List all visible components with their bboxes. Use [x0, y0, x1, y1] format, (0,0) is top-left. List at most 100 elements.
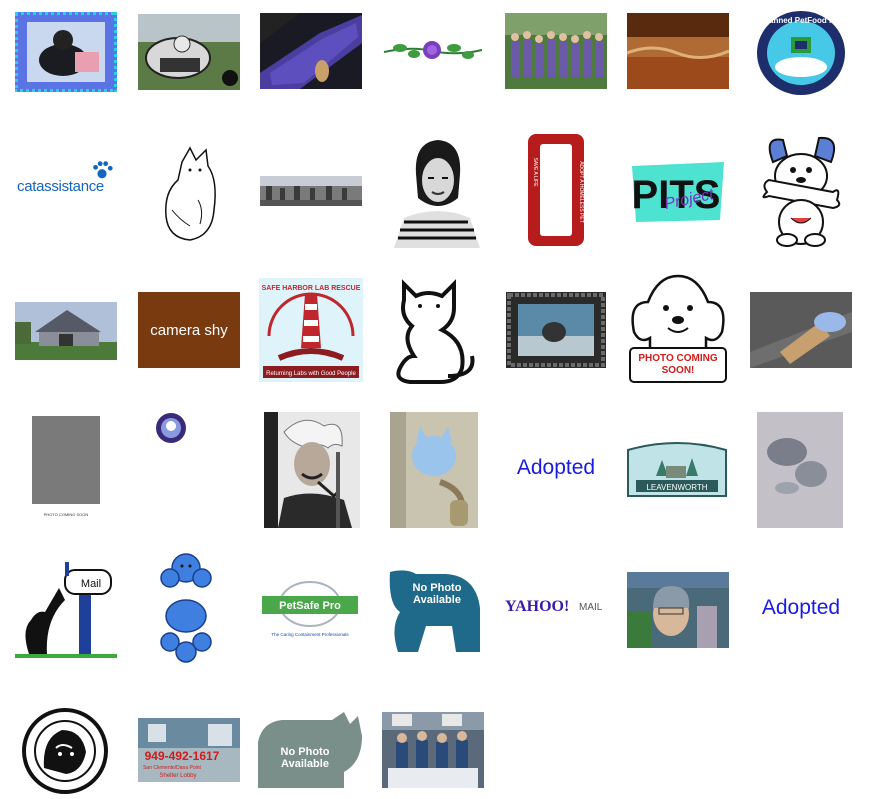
gallery-thumb-24[interactable] — [264, 412, 360, 528]
kart-photo-icon — [138, 14, 240, 90]
gallery-thumb-33[interactable]: YAHOO! MAIL — [505, 598, 607, 618]
petfood-logo-icon: Planned PetFood Inc — [757, 11, 845, 95]
kitten-photo-icon — [390, 412, 478, 528]
event-photo-icon — [382, 712, 484, 788]
gallery-thumb-36[interactable] — [22, 708, 108, 794]
animal-seal-icon — [22, 708, 108, 794]
mail-label: Mail — [81, 578, 101, 590]
gallery-thumb-38[interactable]: No Photo Available — [258, 712, 362, 788]
gallery-thumb-9[interactable] — [160, 140, 230, 244]
catassistance-label: catassistance — [17, 178, 104, 195]
lobby-line2: Shelter Lobby — [159, 773, 196, 779]
group-photo-icon — [505, 13, 607, 89]
license-frame-icon: ADOPT A HOMELESS PET SAVE A LIFE — [528, 134, 584, 246]
pits-logo-icon: PITS Project — [632, 162, 724, 222]
adopted-label-1: Adopted — [516, 456, 596, 479]
gallery-thumb-37[interactable]: 949-492-1617 San Clemente/Dana Point She… — [138, 718, 240, 782]
gallery-thumb-27[interactable]: LEAVENWORTH — [626, 440, 728, 500]
gallery-thumb-12[interactable]: ADOPT A HOMELESS PET SAVE A LIFE — [526, 132, 586, 248]
lobby-line1: San Clemente/Dana Point — [143, 765, 201, 771]
gray-placeholder-icon — [32, 416, 100, 504]
round-badge-icon — [156, 413, 186, 443]
cat-carpet-icon — [260, 13, 362, 89]
no-photo-cat-label: No Photo Available — [280, 746, 330, 770]
leavenworth-label: LEAVENWORTH — [646, 483, 707, 492]
gallery-thumb-6[interactable] — [627, 13, 729, 89]
gallery-thumb-25[interactable] — [390, 412, 478, 528]
cat-photo-icon — [15, 12, 117, 92]
gallery-thumb-18[interactable] — [392, 276, 480, 386]
license-frame-right-text: ADOPT A HOMELESS PET — [578, 161, 584, 223]
gallery-thumb-28[interactable] — [757, 412, 843, 528]
yahoo-mail-label: MAIL — [579, 602, 603, 613]
catassistance-logo-icon: catassistance — [15, 160, 117, 200]
tags-photo-icon — [757, 412, 843, 528]
gallery-thumb-8[interactable]: catassistance — [15, 160, 117, 200]
safe-harbor-title: SAFE HARBOR LAB RESCUE — [262, 285, 361, 292]
shelter-lobby-icon: 949-492-1617 San Clemente/Dana Point She… — [138, 718, 240, 782]
gallery-thumb-22[interactable]: PHOTO COMING SOON — [30, 412, 102, 522]
gallery-thumb-3[interactable] — [260, 13, 362, 89]
gallery-thumb-21[interactable] — [750, 292, 852, 368]
cartoon-dog-icon — [762, 136, 841, 247]
gallery-thumb-5[interactable] — [505, 13, 607, 89]
gallery-thumb-29[interactable]: Mail — [15, 560, 117, 658]
yahoo-label: YAHOO! — [505, 598, 570, 615]
poodle-icon — [160, 553, 212, 663]
petsafe-tagline: The Caring Containment Professionals — [271, 632, 349, 637]
portrait-icon — [390, 134, 482, 248]
gallery-thumb-11[interactable] — [390, 134, 482, 248]
mailbox-cat-icon: Mail — [15, 562, 117, 658]
gallery-thumb-30[interactable] — [160, 552, 214, 664]
camera-shy-label: camera shy — [150, 321, 228, 339]
safe-harbor-tagline: Returning Labs with Good People — [266, 371, 356, 377]
phone-label: 949-492-1617 — [145, 749, 220, 763]
petsafe-logo-icon: PetSafe Pro The Caring Containment Profe… — [262, 581, 358, 637]
gallery-thumb-7[interactable]: Planned PetFood Inc — [755, 9, 847, 97]
street-photo-icon — [260, 176, 362, 206]
building-photo-icon — [15, 302, 117, 360]
gallery-thumb-34[interactable] — [627, 572, 729, 648]
gallery-thumb-20[interactable]: PHOTO COMING SOON! — [628, 272, 728, 386]
gallery-thumb-19[interactable] — [506, 292, 606, 368]
gallery-thumb-4[interactable] — [382, 36, 484, 66]
photo-coming-soon-small-label: PHOTO COMING SOON — [43, 512, 89, 517]
field-icon — [627, 13, 729, 89]
gallery-thumb-26[interactable]: Adopted — [505, 450, 607, 486]
gallery-thumb-2[interactable] — [138, 14, 240, 90]
gallery-thumb-13[interactable]: PITS Project — [628, 160, 728, 224]
gallery-thumb-16[interactable]: camera shy — [138, 292, 240, 368]
person-photo-icon — [627, 572, 729, 648]
rose-icon — [383, 41, 483, 59]
no-photo-cat-icon: No Photo Available — [258, 712, 362, 788]
license-frame-left-text: SAVE A LIFE — [532, 157, 538, 187]
safe-harbor-logo-icon: Returning Labs with Good People SAFE HAR… — [259, 278, 363, 382]
gallery-thumb-17[interactable]: Returning Labs with Good People SAFE HAR… — [259, 278, 363, 382]
leavenworth-logo-icon: LEAVENWORTH — [627, 442, 727, 497]
pits-title: PITS — [632, 173, 721, 217]
hand-photo-icon — [750, 292, 852, 368]
gallery-thumb-23[interactable] — [155, 412, 187, 444]
framed-photo-icon — [506, 292, 606, 368]
gallery-thumb-31[interactable]: PetSafe Pro The Caring Containment Profe… — [258, 580, 362, 642]
cat-outline-icon — [396, 279, 475, 384]
photo-coming-soon-label: PHOTO COMING SOON! — [638, 353, 718, 376]
petsafe-label: PetSafe Pro — [279, 600, 341, 612]
adopted-label-2: Adopted — [761, 596, 841, 619]
gallery-thumb-39[interactable] — [382, 712, 484, 788]
paw-icon — [93, 161, 113, 179]
gallery-thumb-14[interactable] — [753, 132, 847, 248]
gallery-thumb-35[interactable]: Adopted — [750, 590, 852, 626]
cat-sketch-icon — [165, 146, 216, 241]
photo-coming-soon-icon: PHOTO COMING SOON! — [629, 274, 727, 383]
gallery-thumb-15[interactable] — [15, 302, 117, 360]
no-photo-dog-label: No Photo Available — [412, 582, 462, 606]
gallery-thumb-10[interactable] — [260, 176, 362, 206]
gallery-thumb-32[interactable]: No Photo Available — [386, 568, 482, 652]
petfood-logo-text: Planned PetFood Inc — [761, 16, 841, 25]
yahoo-mail-icon: YAHOO! MAIL — [505, 598, 607, 618]
einstein-icon — [264, 412, 360, 528]
no-photo-dog-icon: No Photo Available — [389, 570, 480, 652]
gallery-thumb-1[interactable] — [15, 12, 117, 92]
